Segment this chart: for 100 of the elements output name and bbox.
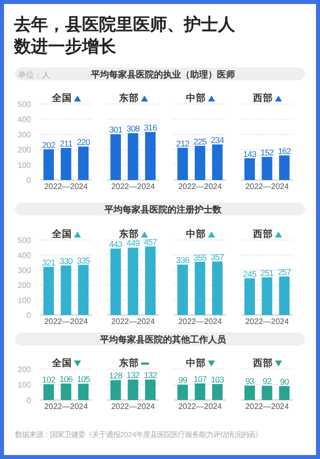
bar [194, 146, 206, 180]
bar [78, 146, 89, 180]
data-label: 93 [245, 376, 255, 386]
text: 2022—2024 [245, 182, 289, 191]
data-label: 301 [109, 124, 123, 135]
y-tick-label: 0 [26, 311, 32, 320]
bar [177, 384, 188, 400]
y-tick-label: 300 [18, 130, 32, 140]
bar [78, 264, 89, 315]
y-tick-label: 0 [26, 176, 32, 185]
data-label: 132 [144, 370, 158, 380]
bar [110, 134, 121, 180]
data-label: 132 [126, 370, 140, 380]
x-tick-label: 全国 [51, 357, 72, 369]
bar [60, 384, 72, 400]
text: 2022—2024 [111, 182, 155, 191]
data-label: 105 [76, 374, 90, 384]
y-tick-label: 300 [18, 266, 32, 275]
bar [110, 248, 121, 315]
bar [128, 248, 138, 315]
x-tick-label: 东部 [118, 92, 139, 104]
bar [60, 148, 72, 180]
bar [145, 246, 156, 315]
bar [43, 149, 54, 180]
bar [244, 158, 255, 180]
data-label: 330 [60, 256, 74, 266]
data-label: 449 [126, 238, 140, 248]
y-tick-label: 100 [18, 380, 32, 390]
bar [177, 148, 188, 180]
bar [212, 384, 223, 400]
data-label: 211 [60, 138, 73, 148]
data-label: 257 [278, 266, 292, 277]
x-axis-title: 2022—2024 [44, 317, 88, 326]
data-label: 92 [262, 376, 272, 386]
y-tick-label: 0 [26, 396, 32, 405]
data-label: 443 [109, 239, 123, 250]
chart-title: 平均每家县医院的执业（助理）医师 [90, 70, 235, 80]
x-tick-label: 西部 [252, 228, 273, 240]
data-label: 212 [176, 138, 190, 148]
data-label: 202 [42, 140, 56, 150]
y-tick-label: 100 [18, 160, 32, 170]
bar [279, 276, 290, 315]
text: 2022—2024 [178, 402, 222, 411]
y-tick-label: 500 [18, 100, 32, 109]
data-label: 336 [176, 255, 190, 266]
data-label: 225 [194, 136, 208, 146]
bar [78, 384, 89, 400]
bar [43, 384, 54, 400]
data-label: 220 [76, 137, 90, 148]
x-tick-label: 全国 [51, 92, 72, 104]
data-label: 162 [278, 146, 292, 156]
y-tick-label: 400 [18, 115, 32, 124]
bar [145, 380, 156, 400]
chart-title: 平均每家县医院的其他工作人员 [99, 334, 227, 344]
bar [194, 262, 206, 315]
bar [262, 386, 272, 400]
data-label: 308 [126, 124, 140, 134]
y-tick-label: 400 [18, 251, 32, 260]
x-tick-label: 东部 [118, 357, 139, 369]
data-label: 143 [243, 148, 257, 159]
x-tick-label: 中部 [186, 92, 206, 104]
x-tick-label: 东部 [118, 228, 139, 240]
data-label: 152 [260, 147, 274, 158]
data-label: 335 [76, 255, 90, 266]
text: 2022—2024 [178, 317, 222, 326]
text: 去年，县医院里医师、护士人数进一步增长 [14, 14, 236, 58]
bar [212, 144, 223, 180]
text: 2022—2024 [111, 402, 155, 411]
bar [128, 380, 138, 400]
data-label: 107 [194, 374, 208, 384]
bar [279, 386, 290, 400]
data-label: 99 [178, 375, 188, 386]
data-label: 355 [194, 252, 208, 262]
x-tick-label: 全国 [51, 228, 72, 240]
y-tick-label: 500 [18, 236, 32, 245]
bar [110, 380, 121, 400]
data-label: 103 [210, 374, 224, 385]
bar [244, 278, 255, 315]
data-label: 234 [210, 134, 224, 145]
y-tick-label: 200 [18, 281, 32, 290]
bar [262, 156, 272, 180]
y-tick-label: 200 [18, 365, 32, 374]
bar [194, 383, 206, 400]
y-tick-label: 200 [18, 146, 32, 155]
x-tick-label: 西部 [252, 357, 273, 369]
data-label: 316 [144, 122, 158, 132]
data-label: 457 [144, 236, 158, 247]
bar [212, 261, 223, 315]
y-tick-label: 100 [18, 296, 32, 305]
chart-title: 平均每家县医院的注册护士数 [104, 204, 222, 214]
bar [60, 266, 72, 315]
text: 2022—2024 [111, 317, 155, 326]
text: 2022—2024 [245, 317, 289, 326]
bar [145, 132, 156, 180]
x-axis-title: 2022—2024 [44, 182, 88, 191]
data-label: 90 [280, 376, 290, 387]
bar [43, 266, 54, 315]
x-tick-label: 中部 [186, 357, 206, 369]
bar [279, 155, 290, 180]
data-label: 128 [109, 370, 123, 381]
